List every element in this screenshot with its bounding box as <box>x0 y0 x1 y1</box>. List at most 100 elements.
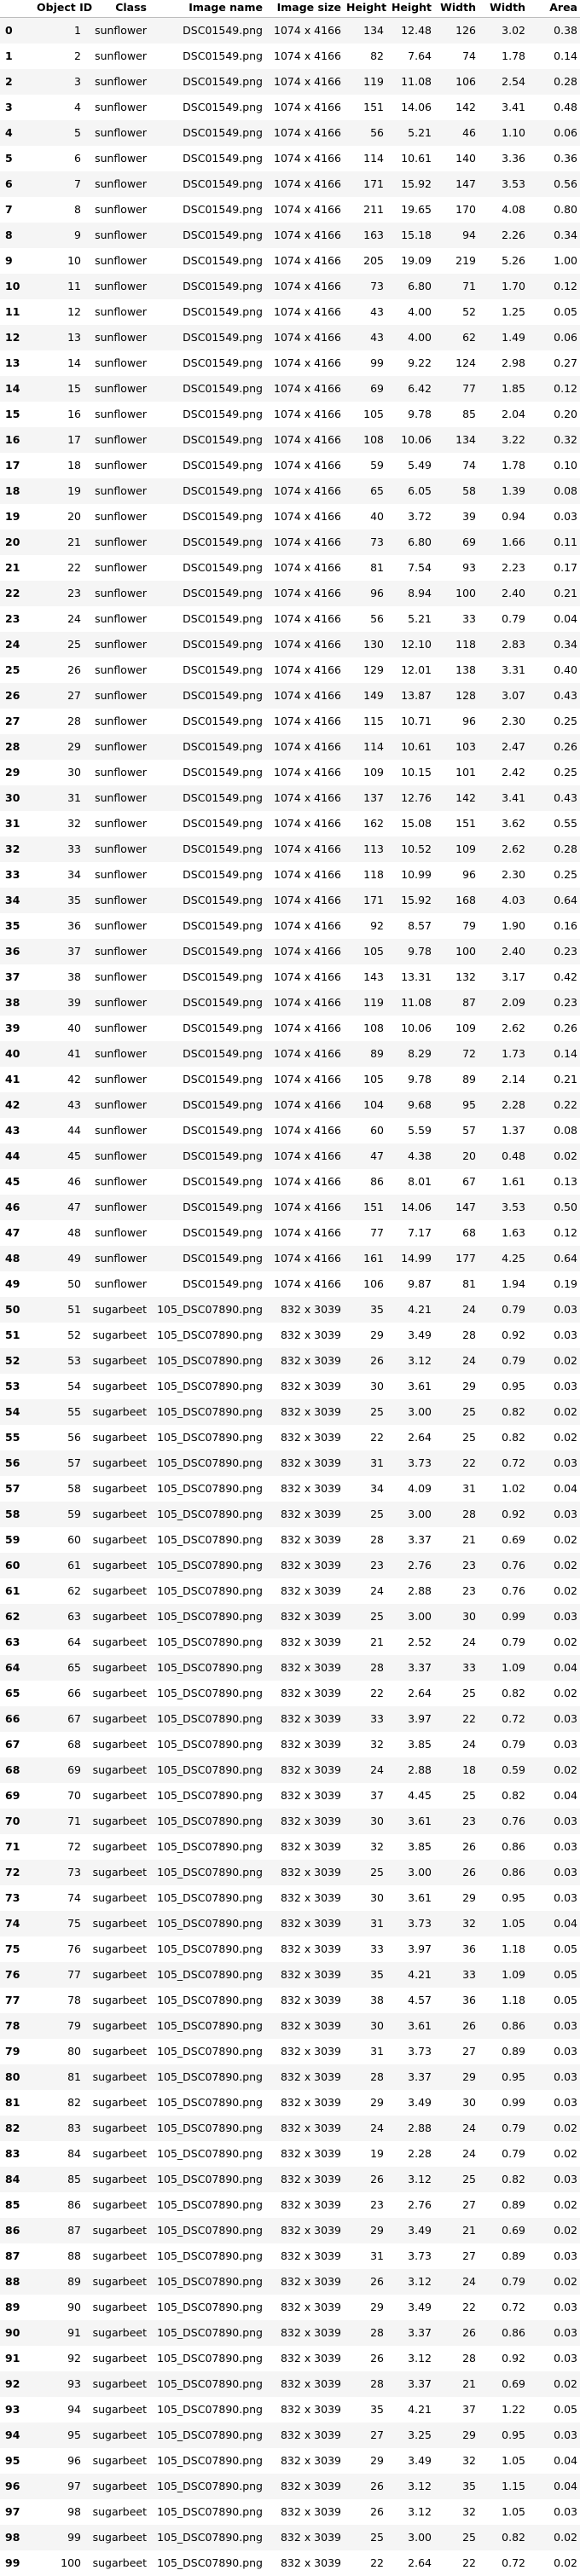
column-header-image-name: Image name <box>149 0 265 18</box>
class-cell: sugarbeet <box>92 2070 147 2083</box>
height-cell: 3.97 <box>408 1712 432 1725</box>
height-px-cell: 73 <box>370 535 384 548</box>
object-id-cell: 27 <box>67 689 81 702</box>
area-cell: 0.27 <box>554 356 577 369</box>
height-cell: 10.15 <box>401 766 432 779</box>
class-cell: sugarbeet <box>92 2275 147 2288</box>
height-cell: 3.37 <box>408 2326 432 2339</box>
row-index: 10 <box>5 280 20 292</box>
width-cell: 0.99 <box>502 1610 525 1623</box>
height-px-cell: 161 <box>363 1252 384 1265</box>
area-cell: 0.03 <box>554 2326 577 2339</box>
image-name-cell: DSC01549.png <box>183 75 263 88</box>
area-cell: 0.03 <box>554 1840 577 1853</box>
object-id-cell: 100 <box>61 2556 81 2569</box>
image-name-cell: DSC01549.png <box>183 1047 263 1060</box>
table-row: 70 71 sugarbeet 105_DSC07890.png 832 x 3039 3… <box>0 1808 580 1834</box>
image-name-cell: 105_DSC07890.png <box>157 1917 263 1930</box>
class-cell: sunflower <box>95 331 147 344</box>
height-cell: 14.06 <box>401 1201 432 1213</box>
width-cell: 1.90 <box>502 919 525 932</box>
row-index: 74 <box>5 1917 20 1930</box>
image-name-cell: 105_DSC07890.png <box>157 2019 263 2032</box>
class-cell: sugarbeet <box>92 1712 147 1725</box>
width-px-cell: 25 <box>462 2173 476 2185</box>
object-id-cell: 28 <box>67 715 81 727</box>
height-cell: 3.49 <box>408 2224 432 2237</box>
area-cell: 0.02 <box>554 2377 577 2390</box>
class-cell: sugarbeet <box>92 1482 147 1495</box>
width-cell: 0.79 <box>502 1635 525 1648</box>
height-px-cell: 30 <box>370 2019 384 2032</box>
class-cell: sunflower <box>95 126 147 139</box>
column-header-object-id: Object ID <box>34 0 92 18</box>
height-px-cell: 35 <box>370 1303 384 1316</box>
class-cell: sugarbeet <box>92 2531 147 2544</box>
height-px-cell: 115 <box>363 715 384 727</box>
height-cell: 3.49 <box>408 2454 432 2467</box>
height-px-cell: 28 <box>370 2377 384 2390</box>
height-px-cell: 89 <box>370 1047 384 1060</box>
row-index: 67 <box>5 1738 20 1751</box>
image-size-cell: 1074 x 4166 <box>274 1252 341 1265</box>
row-index: 79 <box>5 2045 20 2058</box>
image-name-cell: DSC01549.png <box>183 535 263 548</box>
row-index: 87 <box>5 2249 20 2262</box>
width-cell: 0.92 <box>502 2352 525 2365</box>
class-cell: sugarbeet <box>92 2045 147 2058</box>
row-index: 95 <box>5 2454 20 2467</box>
class-cell: sunflower <box>95 229 147 241</box>
image-size-cell: 832 x 3039 <box>280 2122 341 2134</box>
image-name-cell: 105_DSC07890.png <box>157 1661 263 1674</box>
table-row: 99 100 sugarbeet 105_DSC07890.png 832 x 3039… <box>0 2550 580 2576</box>
class-cell: sugarbeet <box>92 1354 147 1367</box>
width-cell: 1.02 <box>502 1482 525 1495</box>
height-px-cell: 130 <box>363 638 384 651</box>
area-cell: 0.02 <box>554 1763 577 1776</box>
image-name-cell: DSC01549.png <box>183 356 263 369</box>
width-px-cell: 32 <box>462 2505 476 2518</box>
image-size-cell: 832 x 3039 <box>280 1738 341 1751</box>
area-cell: 0.56 <box>554 177 577 190</box>
image-size-cell: 1074 x 4166 <box>274 1201 341 1213</box>
image-size-cell: 832 x 3039 <box>280 2096 341 2109</box>
row-index: 91 <box>5 2352 20 2365</box>
area-cell: 0.03 <box>554 2505 577 2518</box>
image-name-cell: 105_DSC07890.png <box>157 1559 263 1572</box>
table-row: 45 46 sunflower DSC01549.png 1074 x 4166 86 8.… <box>0 1169 580 1195</box>
height-cell: 3.37 <box>408 1533 432 1546</box>
class-cell: sugarbeet <box>92 1789 147 1802</box>
row-index: 33 <box>5 868 20 881</box>
row-index: 44 <box>5 1149 20 1162</box>
table-row: 31 32 sunflower DSC01549.png 1074 x 4166 162 1… <box>0 811 580 836</box>
class-cell: sugarbeet <box>92 1508 147 1520</box>
height-px-cell: 26 <box>370 2505 384 2518</box>
area-cell: 0.36 <box>554 152 577 165</box>
width-cell: 0.69 <box>502 2377 525 2390</box>
height-px-cell: 25 <box>370 1866 384 1878</box>
image-name-cell: 105_DSC07890.png <box>157 2070 263 2083</box>
class-cell: sunflower <box>95 663 147 676</box>
height-px-cell: 162 <box>363 817 384 830</box>
object-id-cell: 82 <box>67 2096 81 2109</box>
area-cell: 0.02 <box>554 2531 577 2544</box>
width-px-cell: 25 <box>462 2531 476 2544</box>
width-px-cell: 26 <box>462 2019 476 2032</box>
table-row: 5 6 sunflower DSC01549.png 1074 x 4166 114 10.… <box>0 146 580 171</box>
object-id-cell: 41 <box>67 1047 81 1060</box>
image-name-cell: DSC01549.png <box>183 1226 263 1239</box>
class-cell: sunflower <box>95 535 147 548</box>
height-cell: 10.61 <box>401 740 432 753</box>
width-px-cell: 24 <box>462 1738 476 1751</box>
width-cell: 0.69 <box>502 1533 525 1546</box>
table-row: 86 87 sugarbeet 105_DSC07890.png 832 x 3039 2… <box>0 2217 580 2243</box>
object-id-cell: 96 <box>67 2454 81 2467</box>
height-px-cell: 86 <box>370 1175 384 1188</box>
height-cell: 3.61 <box>408 1380 432 1392</box>
height-px-cell: 35 <box>370 2403 384 2416</box>
row-index: 55 <box>5 1431 20 1444</box>
row-index: 53 <box>5 1380 20 1392</box>
column-header-width: Width <box>478 0 528 18</box>
table-row: 71 72 sugarbeet 105_DSC07890.png 832 x 3039 3… <box>0 1834 580 1860</box>
class-cell: sugarbeet <box>92 1815 147 1827</box>
